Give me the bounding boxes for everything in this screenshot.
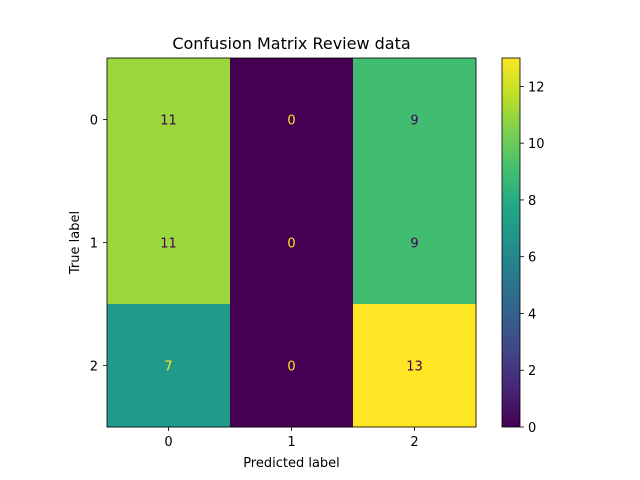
y-tick-label: 1 <box>90 237 98 252</box>
x-tick-label: 1 <box>287 435 295 450</box>
cell-value-label: 0 <box>287 237 295 252</box>
cell-value-label: 9 <box>410 114 418 129</box>
y-axis-label: True label <box>68 211 83 275</box>
colorbar-tick-label: 4 <box>528 307 536 322</box>
heatmap-cell <box>353 304 477 428</box>
colorbar-tick-label: 10 <box>528 137 545 152</box>
y-tick-label: 0 <box>90 114 98 129</box>
x-axis-label: Predicted label <box>243 456 340 471</box>
heatmap-cell <box>107 304 231 428</box>
heatmap-cell <box>230 181 354 305</box>
x-tick-label: 2 <box>410 435 418 450</box>
colorbar-tick-label: 0 <box>528 421 536 436</box>
colorbar-ticks: 0 2 4 6 8 10 12 <box>520 80 545 436</box>
cell-value-label: 13 <box>406 360 423 375</box>
cell-value-label: 0 <box>287 360 295 375</box>
x-axis-ticks: 0 1 2 <box>164 427 419 450</box>
colorbar-tick-label: 12 <box>528 80 545 95</box>
heatmap-cell-labels: 11 0 9 11 0 9 7 0 13 <box>160 114 423 375</box>
chart-title: Confusion Matrix Review data <box>172 34 410 53</box>
y-tick-label: 2 <box>90 360 98 375</box>
heatmap-cell <box>107 181 231 305</box>
heatmap-cells <box>107 58 477 428</box>
heatmap-cell <box>353 181 477 305</box>
colorbar <box>501 57 521 428</box>
cell-value-label: 0 <box>287 114 295 129</box>
y-axis-ticks: 0 1 2 <box>90 114 107 375</box>
heatmap-cell <box>230 304 354 428</box>
colorbar-tick-label: 8 <box>528 194 536 209</box>
colorbar-tick-label: 6 <box>528 251 536 266</box>
heatmap-cell <box>230 58 354 182</box>
cell-value-label: 9 <box>410 237 418 252</box>
heatmap-cell <box>107 58 231 182</box>
heatmap-cell <box>353 58 477 182</box>
cell-value-label: 7 <box>164 360 172 375</box>
cell-value-label: 11 <box>160 237 177 252</box>
colorbar-tick-label: 2 <box>528 364 536 379</box>
x-tick-label: 0 <box>164 435 172 450</box>
cell-value-label: 11 <box>160 114 177 129</box>
